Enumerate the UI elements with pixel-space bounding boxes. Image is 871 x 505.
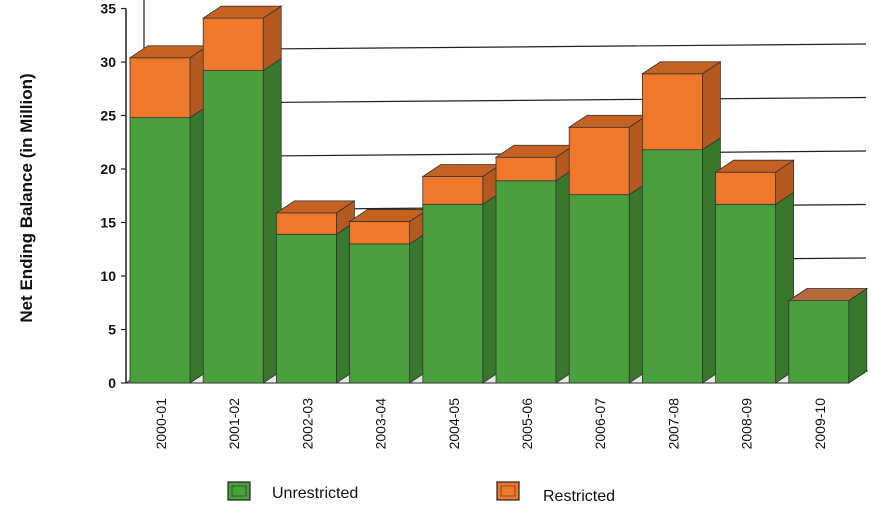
labels: 0 5 10 15 20 25 30 35 2000-01 2001-02 2002-03 2003-…: [100, 1, 827, 450]
bar-top-face: [641, 61, 722, 75]
bar-segment-restricted: [202, 17, 264, 71]
y-tick-label: 5: [108, 322, 116, 338]
legend-label: Unrestricted: [272, 485, 358, 502]
bar-segment-unrestricted: [422, 203, 484, 384]
y-tick-label: 30: [100, 54, 116, 70]
bar-segment-restricted: [422, 176, 484, 205]
bar-segment-unrestricted: [568, 194, 630, 384]
bar-segment-unrestricted: [349, 243, 411, 384]
x-tick-label: 2000-01: [153, 398, 169, 450]
legend-swatch-inner: [231, 485, 247, 497]
x-tick-label: 2007-08: [665, 398, 681, 450]
bars: [128, 5, 869, 384]
bar-segment-restricted: [129, 57, 191, 119]
bar-top-face: [275, 200, 356, 214]
bar-group: [348, 208, 429, 384]
y-tick-label: 10: [100, 268, 116, 284]
bar-top-face: [787, 288, 869, 302]
bar-group: [494, 144, 576, 384]
bar-segment-restricted: [349, 221, 411, 245]
legend-label: Restricted: [543, 488, 615, 505]
bar-group: [641, 61, 722, 384]
bar-segment-unrestricted: [202, 70, 264, 384]
legend: Unrestricted Restricted: [227, 481, 615, 505]
bar-segment-unrestricted: [715, 203, 776, 384]
bar-top-face: [714, 159, 795, 173]
x-tick-label: 2009-10: [812, 398, 828, 450]
bar-segment-unrestricted: [129, 117, 191, 384]
x-tick-label: 2002-03: [299, 398, 315, 450]
bar-top-face: [201, 5, 283, 19]
x-tick-label: 2005-06: [519, 398, 535, 450]
bar-segment-restricted: [642, 73, 703, 151]
x-tick-label: 2006-07: [592, 398, 608, 450]
x-tick-label: 2008-09: [739, 398, 755, 450]
bar-segment-restricted: [715, 171, 776, 205]
bar-group: [275, 200, 356, 384]
bar-group: [787, 287, 869, 384]
bar-group: [128, 44, 210, 384]
bar-group: [201, 5, 283, 384]
y-tick-label: 0: [108, 375, 116, 391]
bar-group: [714, 159, 795, 384]
bar-segment-unrestricted: [495, 180, 557, 384]
bar-segment-restricted: [495, 156, 557, 182]
y-tick-label: 35: [100, 1, 116, 17]
x-tick-label: 2001-02: [226, 398, 242, 450]
y-tick-label: 15: [100, 215, 116, 231]
bar-group: [421, 163, 503, 384]
bar-segment-unrestricted: [275, 233, 337, 384]
bar-group: [567, 114, 649, 384]
legend-item: Restricted: [496, 481, 615, 505]
y-tick-label: 20: [100, 161, 116, 177]
bar-segment-unrestricted: [642, 149, 703, 384]
bar-side-unrestricted: [848, 287, 868, 384]
bar-segment-restricted: [275, 212, 337, 235]
x-tick-label: 2004-05: [446, 398, 462, 450]
y-tick-label: 25: [100, 108, 116, 124]
legend-item: Unrestricted: [227, 481, 358, 502]
y-axis-label: Net Ending Balance (in Million): [17, 73, 36, 322]
legend-swatch-inner: [500, 485, 516, 497]
legend-swatch: [227, 481, 251, 501]
bar-segment-unrestricted: [788, 300, 850, 384]
x-tick-label: 2003-04: [373, 398, 389, 450]
bar-side-restricted: [702, 61, 721, 151]
bar-segment-restricted: [568, 126, 630, 196]
legend-swatch: [496, 481, 520, 501]
